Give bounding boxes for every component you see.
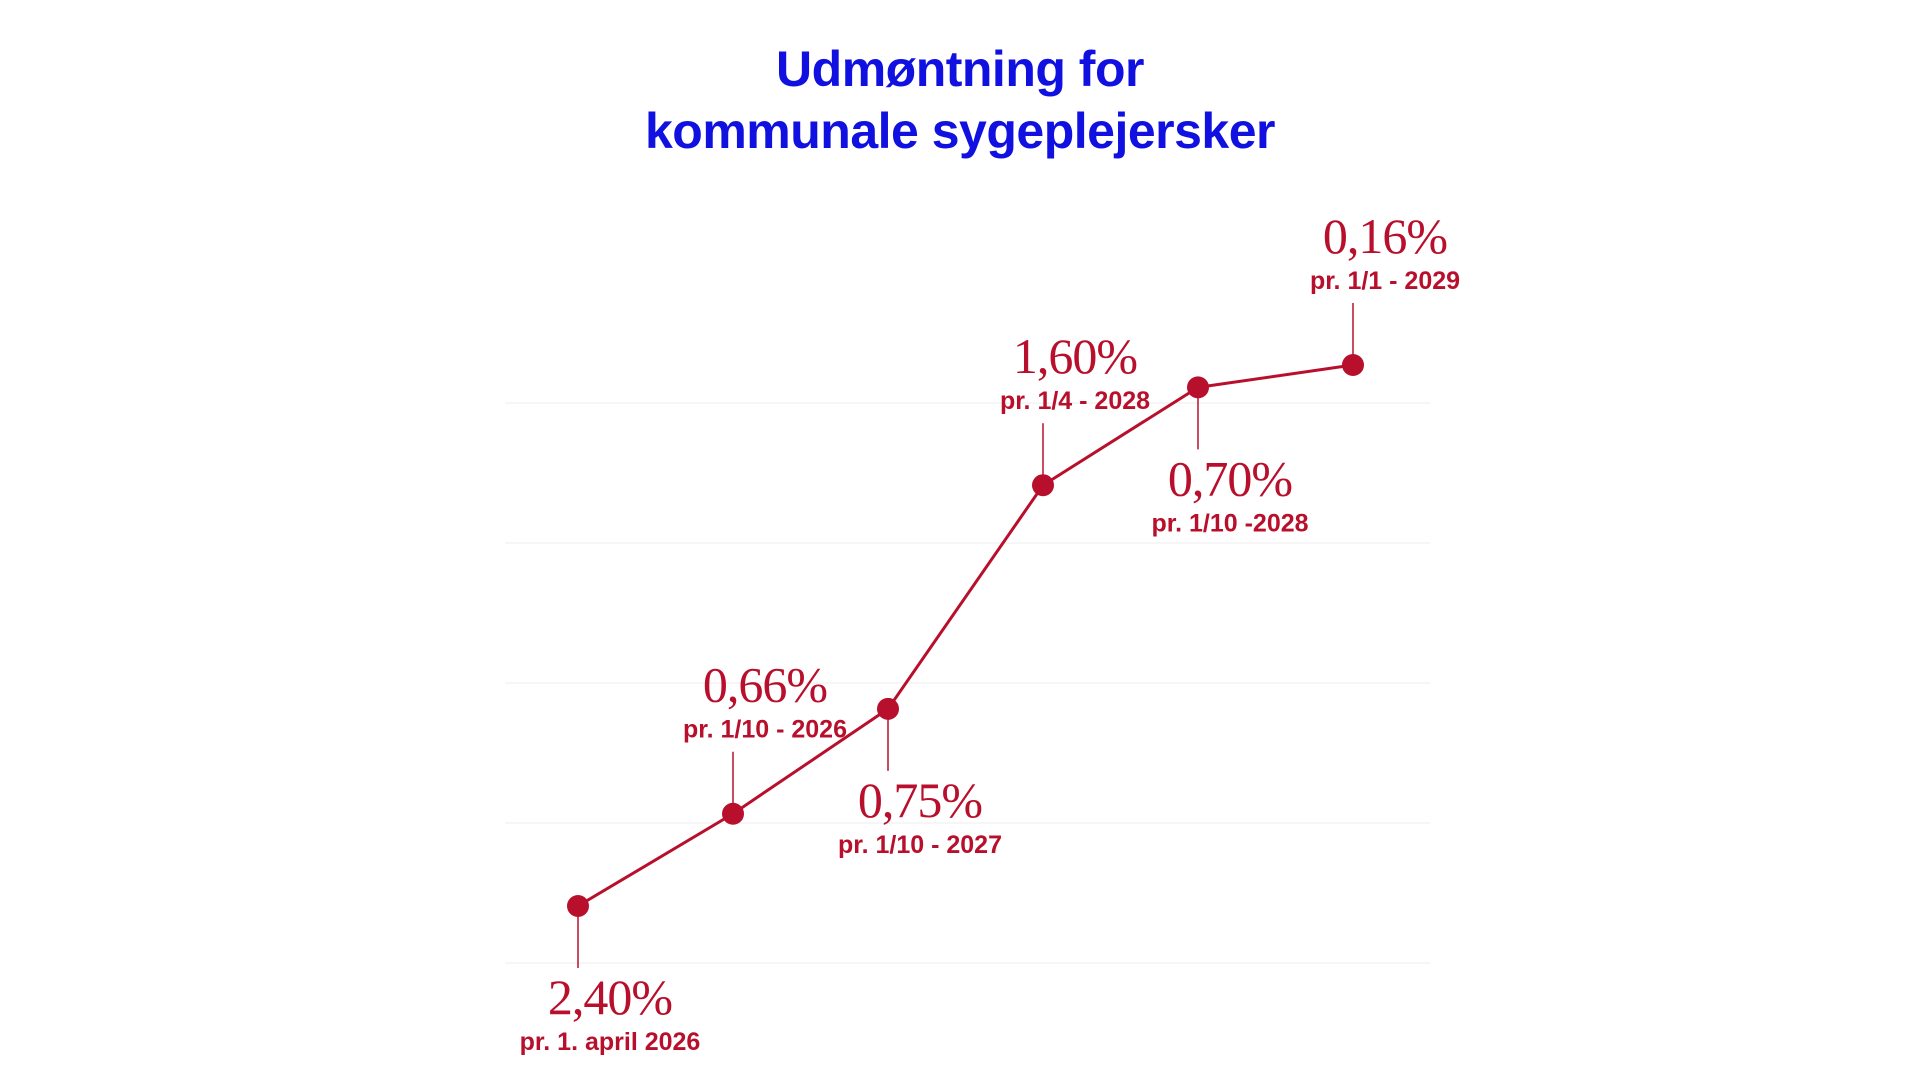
gridlines	[505, 402, 1430, 964]
series-line-layer	[577, 363, 1354, 908]
value-label-1: 2,40%	[548, 969, 672, 1025]
chart-title-line-2: kommunale sygeplejersker	[645, 103, 1276, 159]
data-points	[567, 354, 1364, 917]
date-label-2: pr. 1/10 - 2026	[683, 716, 847, 744]
data-point-5	[1187, 376, 1209, 399]
value-label-2: 0,66%	[703, 657, 827, 713]
chart-title-line-1: Udmøntning for	[776, 41, 1144, 97]
date-label-5: pr. 1/10 -2028	[1151, 509, 1308, 537]
data-point-4	[1032, 474, 1054, 497]
date-label-4: pr. 1/4 - 2028	[1000, 387, 1150, 415]
data-point-1	[567, 895, 589, 917]
value-label-4: 1,60%	[1013, 328, 1137, 384]
chart-title: Udmøntning for kommunale sygeplejersker	[0, 38, 1920, 162]
data-point-3	[877, 697, 899, 720]
date-label-1: pr. 1. april 2026	[520, 1028, 701, 1056]
data-labels: 2,40% pr. 1. april 2026 0,66% pr. 1/10 - 20…	[520, 208, 1460, 1056]
value-label-3: 0,75%	[858, 772, 982, 828]
data-point-6	[1342, 354, 1364, 376]
series-line	[577, 363, 1354, 908]
date-label-3: pr. 1/10 - 2027	[838, 831, 1002, 859]
data-point-2	[722, 802, 744, 825]
date-label-6: pr. 1/1 - 2029	[1310, 267, 1460, 295]
value-label-6: 0,16%	[1323, 208, 1447, 264]
value-label-5: 0,70%	[1168, 450, 1292, 506]
